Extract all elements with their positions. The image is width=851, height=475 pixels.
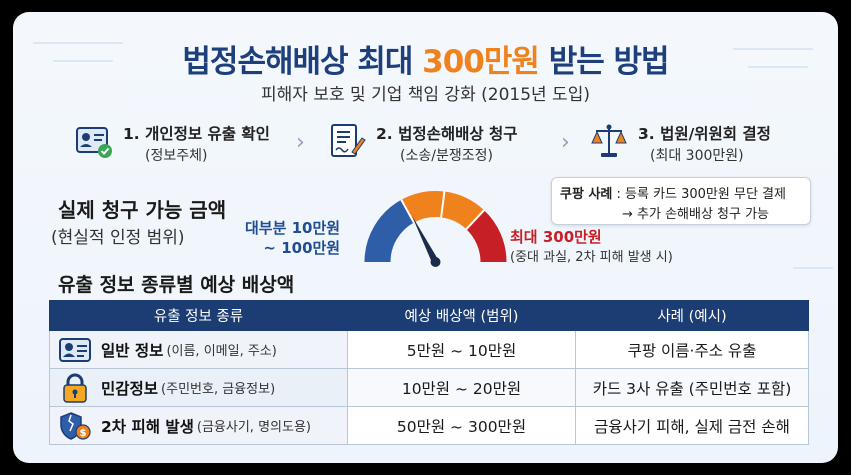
column-header: 유출 정보 종류 <box>49 300 348 331</box>
example-cell: 쿠팡 이름·주소 유출 <box>575 330 809 369</box>
category-desc: (금융사기, 명의도용) <box>196 420 311 435</box>
category-desc: (주민번호, 금융정보) <box>161 382 276 397</box>
gauge-needle <box>411 215 439 264</box>
gauge-separator <box>400 199 415 224</box>
range-cell: 50만원 ~ 300만원 <box>347 406 576 445</box>
column-header: 예상 배상액 (범위) <box>347 300 576 331</box>
gauge-typical-line1: 대부분 10만원 <box>245 219 341 237</box>
chevron-right-icon: › <box>296 130 305 155</box>
title-highlight: 300만원 <box>422 44 540 80</box>
case-line1: 쿠팡 사례 : 등록 카드 300만원 무단 결제 <box>560 183 786 202</box>
broken-shield-money-icon: $ <box>60 411 91 440</box>
title-text: 법정손해배상 최대 <box>182 44 423 80</box>
gauge-typical-label: 대부분 10만원 ~ 100만원 <box>245 218 340 258</box>
range-cell: 10만원 ~ 20만원 <box>347 368 576 407</box>
table-row: 민감정보 (주민번호, 금융정보) 10만원 ~ 20만원 카드 3사 유출 (… <box>49 368 809 407</box>
decor-line <box>33 42 123 44</box>
id-card-check-icon <box>76 127 112 158</box>
compensation-table: 유출 정보 종류 예상 배상액 (범위) 사례 (예시) <box>49 300 809 445</box>
step-sub: (소송/분쟁조정) <box>400 148 493 164</box>
damage-gauge <box>364 191 507 267</box>
step-title: 2. 법정손해배상 청구 <box>376 125 518 143</box>
case-line2: → 추가 손해배상 청구 가능 <box>622 207 770 222</box>
example-cell: 카드 3사 유출 (주민번호 포함) <box>575 368 809 407</box>
case-text: : 등록 카드 300만원 무단 결제 <box>612 187 786 202</box>
step-title: 1. 개인정보 유출 확인 <box>123 125 270 143</box>
category-desc: (이름, 이메일, 주소) <box>166 344 277 359</box>
infographic-card: 법정손해배상 최대 300만원 받는 방법 피해자 보호 및 기업 책임 강화 … <box>13 12 838 463</box>
category-cell: 일반 정보 (이름, 이메일, 주소) <box>49 330 348 369</box>
claim-title: 실제 청구 가능 금액 <box>58 198 227 222</box>
case-callout: 쿠팡 사례 : 등록 카드 300만원 무단 결제 → 추가 손해배상 청구 가… <box>551 177 811 225</box>
step-sub: (정보주체) <box>145 148 208 164</box>
category-cell: 민감정보 (주민번호, 금융정보) <box>49 368 348 407</box>
decor-line <box>793 267 833 269</box>
category-name: 2차 피해 발생 <box>101 417 194 436</box>
table-title: 유출 정보 종류별 예상 배상액 <box>58 274 295 296</box>
gauge-separator <box>440 191 446 218</box>
scales-icon <box>591 124 627 157</box>
step-sub: (최대 300만원) <box>650 148 744 164</box>
category-name: 일반 정보 <box>101 341 164 360</box>
padlock-icon <box>63 373 87 403</box>
case-label: 쿠팡 사례 <box>560 187 613 202</box>
gauge-typical-line2: ~ 100만원 <box>263 239 341 257</box>
gauge-hub <box>430 257 441 267</box>
decor-line <box>748 66 808 68</box>
page-subtitle: 피해자 보호 및 기업 책임 강화 (2015년 도입) <box>261 85 590 105</box>
gauge-segment-low <box>364 199 415 263</box>
gauge-max-label: 최대 300만원 <box>510 228 602 246</box>
category-cell: $ 2차 피해 발생 (금융사기, 명의도용) <box>49 406 348 445</box>
svg-text:$: $ <box>80 428 87 439</box>
table-header-row: 유출 정보 종류 예상 배상액 (범위) 사례 (예시) <box>49 300 809 331</box>
decor-line <box>53 60 113 62</box>
gauge-separator <box>465 209 485 230</box>
gauge-max-sub: (중대 과실, 2차 피해 발생 시) <box>510 250 673 265</box>
column-header: 사례 (예시) <box>575 300 809 331</box>
gauge-segment-high <box>465 210 507 263</box>
chevron-right-icon: › <box>561 130 570 155</box>
category-name: 민감정보 <box>101 379 159 398</box>
id-card-icon <box>59 337 91 362</box>
range-cell: 5만원 ~ 10만원 <box>347 330 576 369</box>
page-title: 법정손해배상 최대 300만원 받는 방법 <box>13 36 838 81</box>
step-title: 3. 법원/위원회 결정 <box>638 125 771 143</box>
table-row: 일반 정보 (이름, 이메일, 주소) 5만원 ~ 10만원 쿠팡 이름·주소 … <box>49 330 809 369</box>
example-cell: 금융사기 피해, 실제 금전 손해 <box>575 406 809 445</box>
title-text-end: 받는 방법 <box>538 44 670 80</box>
decor-line <box>733 48 813 50</box>
table-row: $ 2차 피해 발생 (금융사기, 명의도용) 50만원 ~ 300만원 금융사… <box>49 406 809 445</box>
claim-subtitle: (현실적 인정 범위) <box>51 228 185 248</box>
document-sign-icon <box>331 124 366 157</box>
